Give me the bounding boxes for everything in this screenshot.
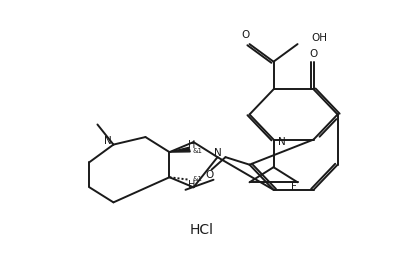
Text: H: H <box>188 180 195 190</box>
Text: O: O <box>310 49 318 59</box>
Text: O: O <box>241 30 249 40</box>
Text: N: N <box>104 136 111 146</box>
Polygon shape <box>170 147 190 152</box>
Text: F: F <box>291 182 297 192</box>
Text: HCl: HCl <box>189 223 214 237</box>
Text: N: N <box>278 137 285 147</box>
Text: OH: OH <box>312 33 328 43</box>
Text: O: O <box>206 170 214 180</box>
Text: &1: &1 <box>193 176 202 182</box>
Text: N: N <box>214 148 221 158</box>
Text: H: H <box>188 140 195 150</box>
Text: &1: &1 <box>193 148 202 154</box>
